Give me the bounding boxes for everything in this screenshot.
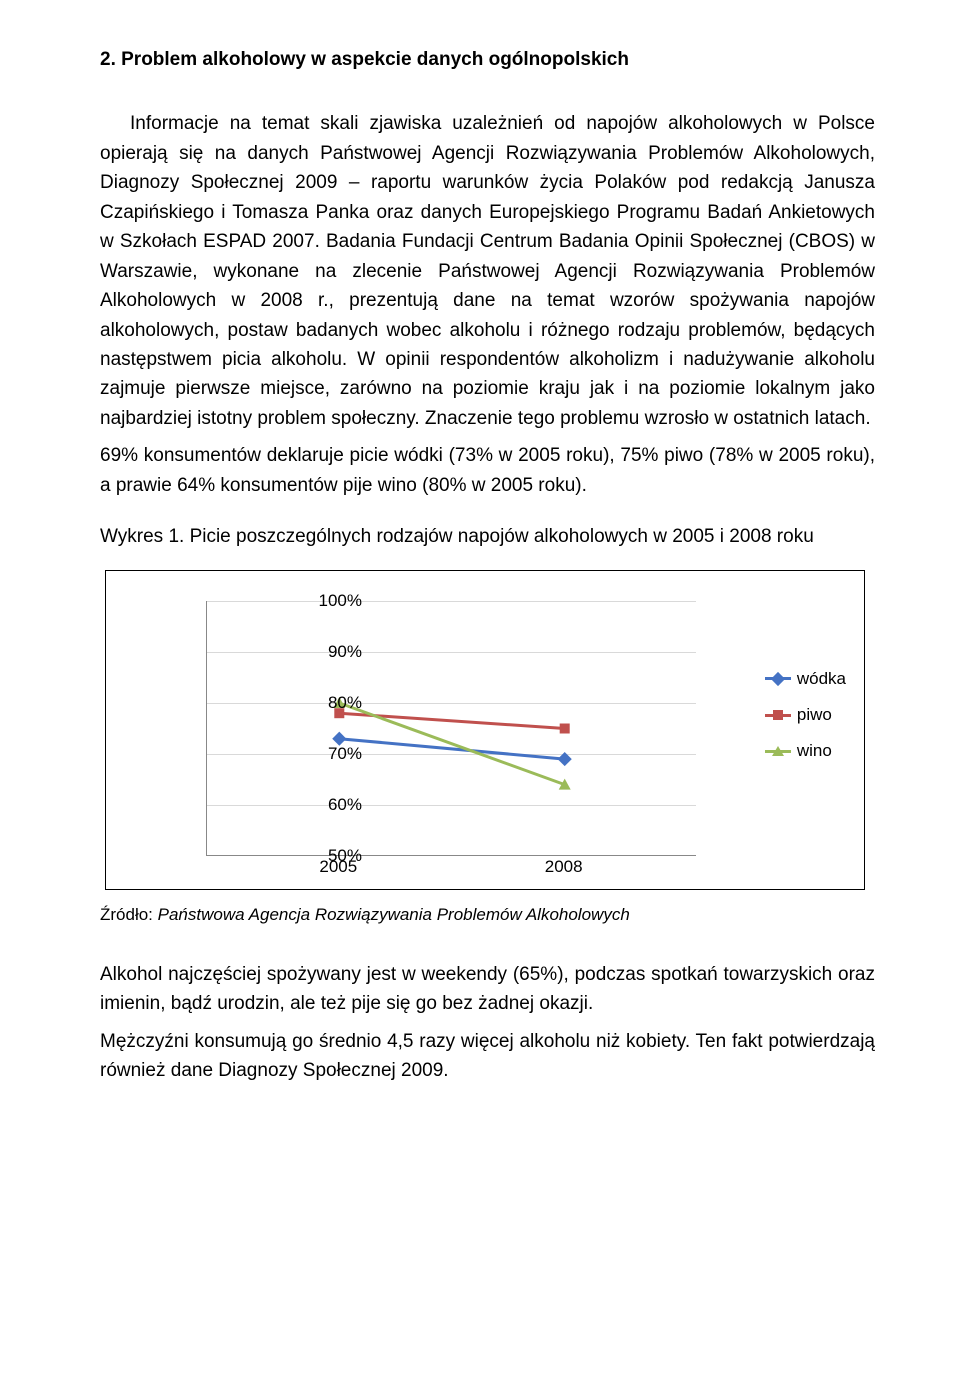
chart-y-tick: 70% bbox=[302, 740, 362, 766]
legend-marker-icon bbox=[771, 672, 785, 686]
paragraph-4: Mężczyźni konsumują go średnio 4,5 razy … bbox=[100, 1027, 875, 1086]
paragraph-1: Informacje na temat skali zjawiska uzale… bbox=[100, 109, 875, 433]
chart-legend: wódka piwo wino bbox=[765, 666, 846, 775]
chart-marker-wódka bbox=[558, 752, 572, 766]
chart-y-tick: 60% bbox=[302, 791, 362, 817]
chart-x-tick: 2008 bbox=[545, 854, 583, 880]
chart-series-line-wino bbox=[339, 703, 564, 785]
chart-title: Wykres 1. Picie poszczególnych rodzajów … bbox=[100, 522, 875, 551]
chart-source: Źródło: Państwowa Agencja Rozwiązywania … bbox=[100, 902, 875, 928]
legend-marker-icon bbox=[773, 710, 783, 720]
paragraph-3: Alkohol najczęściej spożywany jest w wee… bbox=[100, 960, 875, 1019]
chart-svg bbox=[207, 601, 697, 856]
source-italic: Państwowa Agencja Rozwiązywania Problemó… bbox=[158, 905, 630, 924]
chart-y-tick: 90% bbox=[302, 638, 362, 664]
legend-label-piwo: piwo bbox=[797, 702, 832, 728]
chart-marker-piwo bbox=[560, 723, 570, 733]
chart-y-tick: 100% bbox=[302, 587, 362, 613]
chart-container: wódkapiwowino 50%60%70%80%90%100%2005200… bbox=[105, 570, 865, 890]
legend-marker-icon bbox=[772, 746, 784, 756]
legend-swatch-wino bbox=[765, 750, 791, 753]
chart-plot-area bbox=[206, 601, 696, 856]
legend-swatch-wódka bbox=[765, 677, 791, 680]
chart-x-tick: 2005 bbox=[319, 854, 357, 880]
legend-item-wódka: wódka bbox=[765, 666, 846, 692]
legend-item-piwo: piwo bbox=[765, 702, 846, 728]
legend-label-wino: wino bbox=[797, 738, 832, 764]
paragraph-2: 69% konsumentów deklaruje picie wódki (7… bbox=[100, 441, 875, 500]
chart-series-line-wódka bbox=[339, 738, 564, 758]
section-heading: 2. Problem alkoholowy w aspekcie danych … bbox=[100, 45, 875, 74]
legend-label-wódka: wódka bbox=[797, 666, 846, 692]
legend-item-wino: wino bbox=[765, 738, 846, 764]
source-prefix: Źródło: bbox=[100, 905, 158, 924]
chart-y-tick: 80% bbox=[302, 689, 362, 715]
legend-swatch-piwo bbox=[765, 714, 791, 717]
